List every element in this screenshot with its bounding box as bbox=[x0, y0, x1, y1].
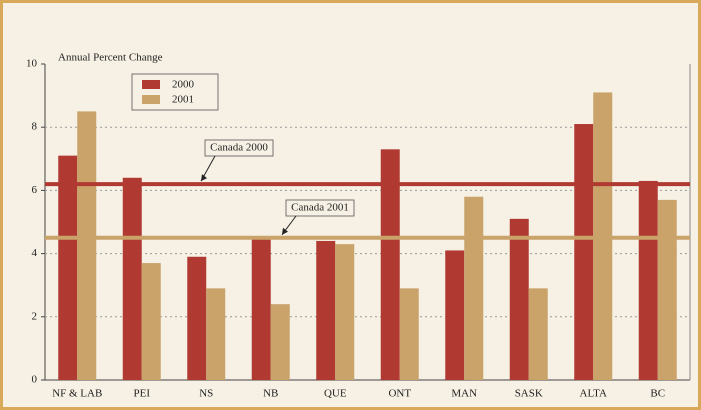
legend-swatch bbox=[142, 80, 160, 89]
y-axis-label: Annual Percent Change bbox=[58, 52, 163, 64]
x-tick-label: PEI bbox=[134, 388, 151, 400]
y-tick-label: 8 bbox=[32, 121, 38, 133]
x-tick-label: SASK bbox=[515, 388, 543, 400]
y-tick-label: 10 bbox=[26, 58, 38, 70]
annotation: Canada 2000 bbox=[210, 142, 268, 154]
bar bbox=[77, 111, 97, 381]
bar bbox=[574, 124, 594, 380]
annotation-box bbox=[285, 199, 355, 217]
x-tick-label: QUE bbox=[324, 388, 347, 400]
bar bbox=[399, 288, 419, 380]
y-tick-label: 4 bbox=[32, 247, 38, 259]
annotation: Canada 2001 bbox=[291, 202, 349, 214]
arrow-head bbox=[201, 174, 207, 182]
x-tick-label: MAN bbox=[451, 388, 477, 400]
bar bbox=[509, 218, 529, 380]
legend-swatch bbox=[142, 95, 160, 104]
bar bbox=[335, 244, 355, 380]
bar bbox=[187, 256, 207, 380]
y-tick-label: 6 bbox=[32, 184, 38, 196]
x-tick-label: ALTA bbox=[580, 388, 607, 400]
legend-label: 2000 bbox=[172, 79, 195, 91]
annotation-box bbox=[204, 139, 274, 157]
bar bbox=[316, 240, 336, 380]
bar bbox=[58, 155, 78, 380]
bar bbox=[141, 263, 161, 380]
x-tick-label: NS bbox=[199, 388, 213, 400]
y-tick-label: 2 bbox=[32, 310, 38, 322]
bar bbox=[251, 237, 271, 380]
arrow-head bbox=[282, 227, 288, 235]
x-tick-label: BC bbox=[650, 388, 665, 400]
x-tick-label: NF & LAB bbox=[52, 388, 102, 400]
bar bbox=[464, 196, 484, 380]
bar bbox=[206, 288, 226, 380]
bar bbox=[657, 199, 677, 380]
bar bbox=[528, 288, 548, 380]
legend-label: 2001 bbox=[172, 94, 194, 106]
x-tick-label: NB bbox=[263, 388, 278, 400]
bar bbox=[445, 250, 465, 380]
bar bbox=[270, 304, 290, 380]
bar bbox=[638, 180, 658, 380]
bar bbox=[122, 177, 142, 380]
x-tick-label: ONT bbox=[388, 388, 411, 400]
bar bbox=[380, 149, 400, 380]
y-tick-label: 0 bbox=[32, 374, 38, 386]
